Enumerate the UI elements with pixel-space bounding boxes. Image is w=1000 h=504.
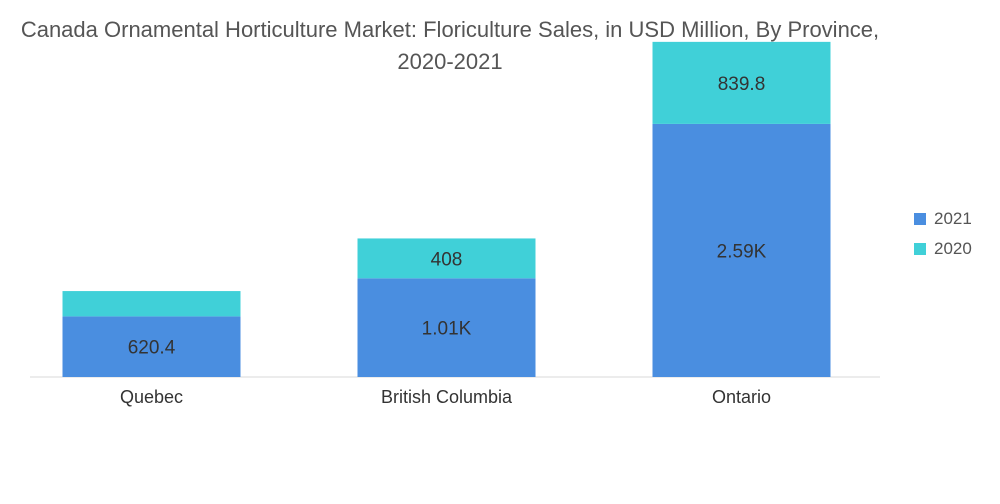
legend-item-2020[interactable]: 2020 (914, 234, 972, 264)
data-label-2021-quebec: 620.4 (128, 338, 176, 359)
x-tick-british-columbia: British Columbia (381, 387, 513, 407)
bar-2020-ontario[interactable] (652, 41, 831, 124)
data-label-2020-british-columbia: 408 (431, 249, 463, 270)
legend-item-2021[interactable]: 2021 (914, 204, 972, 234)
bar-2020-quebec[interactable] (62, 291, 241, 317)
legend: 2021 2020 (914, 204, 972, 264)
bar-2021-quebec[interactable] (62, 316, 241, 377)
legend-label-2021: 2021 (934, 209, 972, 228)
data-label-2020-ontario: 839.8 (718, 74, 766, 95)
bar-2021-ontario[interactable] (652, 123, 831, 377)
data-label-2021-ontario: 2.59K (717, 241, 767, 262)
legend-swatch-2020 (914, 243, 926, 255)
x-tick-labels: Quebec British Columbia Ontario (120, 387, 771, 407)
bar-2020-british-columbia[interactable] (357, 238, 536, 279)
x-tick-quebec: Quebec (120, 387, 183, 407)
chart-title: Canada Ornamental Horticulture Market: F… (20, 17, 880, 74)
bar-2021-british-columbia[interactable] (357, 278, 536, 377)
bars-layer (62, 41, 831, 377)
labels-layer: 620.4 1.01K 408 2.59K 839.8 (128, 74, 767, 359)
x-tick-ontario: Ontario (712, 387, 771, 407)
legend-swatch-2021 (914, 213, 926, 225)
data-label-2021-british-columbia: 1.01K (422, 319, 472, 340)
legend-label-2020: 2020 (934, 239, 972, 258)
